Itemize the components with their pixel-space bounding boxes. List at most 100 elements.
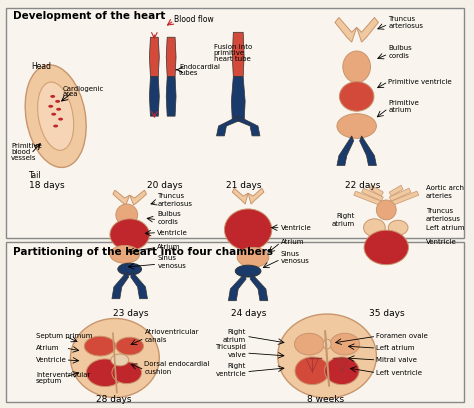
Ellipse shape bbox=[58, 118, 63, 121]
Ellipse shape bbox=[84, 336, 116, 356]
Polygon shape bbox=[389, 185, 403, 196]
Ellipse shape bbox=[116, 204, 137, 226]
Text: Foramen ovale: Foramen ovale bbox=[376, 333, 428, 339]
Text: Fusion into: Fusion into bbox=[214, 44, 252, 50]
Text: Truncus
arteriosus: Truncus arteriosus bbox=[426, 208, 461, 222]
Text: Endocardial: Endocardial bbox=[179, 64, 220, 70]
Text: 23 days: 23 days bbox=[113, 309, 148, 318]
Text: 22 days: 22 days bbox=[345, 181, 380, 190]
Text: Atrium: Atrium bbox=[36, 345, 59, 351]
Ellipse shape bbox=[110, 246, 139, 263]
Ellipse shape bbox=[51, 113, 56, 116]
Text: Right
ventricle: Right ventricle bbox=[216, 363, 246, 377]
Text: Primitive
atrium: Primitive atrium bbox=[388, 100, 419, 113]
Polygon shape bbox=[113, 190, 130, 205]
Text: Partitioning of the heart into four chambers: Partitioning of the heart into four cham… bbox=[13, 247, 273, 257]
Text: Left ventricle: Left ventricle bbox=[376, 370, 422, 376]
Ellipse shape bbox=[112, 362, 142, 384]
Ellipse shape bbox=[330, 333, 360, 355]
Text: Bulbus
cordis: Bulbus cordis bbox=[388, 45, 412, 59]
Ellipse shape bbox=[325, 357, 359, 385]
Text: 20 days: 20 days bbox=[147, 181, 183, 190]
Polygon shape bbox=[228, 274, 246, 301]
Polygon shape bbox=[238, 116, 260, 136]
Ellipse shape bbox=[50, 95, 55, 98]
Text: Cardiogenic: Cardiogenic bbox=[63, 86, 104, 91]
Text: Left atrium: Left atrium bbox=[426, 225, 464, 231]
Text: Left atrium: Left atrium bbox=[376, 345, 415, 351]
Text: Primitive: Primitive bbox=[11, 143, 42, 149]
Ellipse shape bbox=[111, 354, 129, 366]
Polygon shape bbox=[370, 185, 383, 196]
Text: 8 weeks: 8 weeks bbox=[307, 395, 345, 404]
Text: Septum primum: Septum primum bbox=[36, 333, 92, 339]
Text: Atrium: Atrium bbox=[157, 244, 181, 251]
Ellipse shape bbox=[376, 200, 396, 220]
Polygon shape bbox=[354, 191, 383, 206]
Text: Mitral valve: Mitral valve bbox=[376, 357, 417, 363]
Ellipse shape bbox=[56, 108, 61, 111]
Text: Ventricle: Ventricle bbox=[36, 357, 67, 363]
Polygon shape bbox=[389, 188, 411, 201]
Ellipse shape bbox=[118, 263, 142, 275]
Text: Atrium: Atrium bbox=[281, 239, 304, 246]
Ellipse shape bbox=[224, 209, 272, 251]
Ellipse shape bbox=[364, 230, 409, 265]
Text: Blood flow: Blood flow bbox=[174, 15, 214, 24]
Text: heart tube: heart tube bbox=[214, 56, 250, 62]
Text: Right
atrium: Right atrium bbox=[332, 213, 355, 226]
Text: 18 days: 18 days bbox=[29, 181, 64, 190]
Ellipse shape bbox=[364, 219, 385, 237]
Text: Sinus
venosus: Sinus venosus bbox=[281, 251, 310, 264]
Polygon shape bbox=[232, 188, 248, 204]
Text: 24 days: 24 days bbox=[231, 309, 267, 318]
Text: Development of the heart: Development of the heart bbox=[13, 11, 165, 20]
Polygon shape bbox=[149, 37, 159, 77]
Ellipse shape bbox=[110, 219, 149, 251]
Text: Atrioventricular
canals: Atrioventricular canals bbox=[145, 330, 199, 343]
Text: blood: blood bbox=[11, 149, 30, 155]
Polygon shape bbox=[356, 18, 378, 42]
Polygon shape bbox=[250, 274, 268, 301]
Text: area: area bbox=[63, 91, 78, 98]
Text: Ventricle: Ventricle bbox=[426, 239, 456, 244]
Text: Tail: Tail bbox=[29, 171, 42, 180]
Polygon shape bbox=[337, 136, 354, 166]
Text: Bulbus
cordis: Bulbus cordis bbox=[157, 211, 181, 224]
Ellipse shape bbox=[235, 265, 261, 277]
Text: 28 days: 28 days bbox=[96, 395, 132, 404]
Ellipse shape bbox=[343, 51, 371, 82]
Polygon shape bbox=[232, 32, 244, 77]
Text: septum: septum bbox=[36, 378, 62, 384]
Text: Truncus
arteriosus: Truncus arteriosus bbox=[388, 16, 423, 29]
Text: Dorsal endocardial
cushion: Dorsal endocardial cushion bbox=[145, 361, 210, 375]
Ellipse shape bbox=[37, 82, 73, 150]
Ellipse shape bbox=[278, 314, 376, 398]
Ellipse shape bbox=[295, 357, 329, 385]
Polygon shape bbox=[166, 77, 176, 116]
Text: Primitive ventricle: Primitive ventricle bbox=[388, 79, 452, 84]
Text: Aortic arch
arteries: Aortic arch arteries bbox=[426, 185, 464, 199]
Polygon shape bbox=[248, 188, 264, 204]
Ellipse shape bbox=[388, 220, 408, 235]
Polygon shape bbox=[149, 77, 159, 116]
Ellipse shape bbox=[294, 333, 324, 355]
Text: Sinus
venosus: Sinus venosus bbox=[157, 255, 186, 269]
Ellipse shape bbox=[337, 114, 376, 138]
Polygon shape bbox=[166, 37, 176, 77]
Ellipse shape bbox=[323, 339, 331, 349]
Polygon shape bbox=[335, 18, 356, 42]
Ellipse shape bbox=[86, 359, 124, 386]
FancyBboxPatch shape bbox=[6, 8, 464, 237]
Ellipse shape bbox=[116, 337, 144, 355]
Text: Right
atrium: Right atrium bbox=[223, 330, 246, 343]
Polygon shape bbox=[231, 77, 245, 121]
Polygon shape bbox=[131, 272, 147, 299]
Ellipse shape bbox=[55, 100, 60, 103]
Text: Tricuspid
valve: Tricuspid valve bbox=[215, 344, 246, 358]
Polygon shape bbox=[217, 116, 238, 136]
Ellipse shape bbox=[339, 82, 374, 111]
Text: Interventricular: Interventricular bbox=[36, 372, 91, 378]
Ellipse shape bbox=[48, 105, 53, 108]
Text: 21 days: 21 days bbox=[227, 181, 262, 190]
